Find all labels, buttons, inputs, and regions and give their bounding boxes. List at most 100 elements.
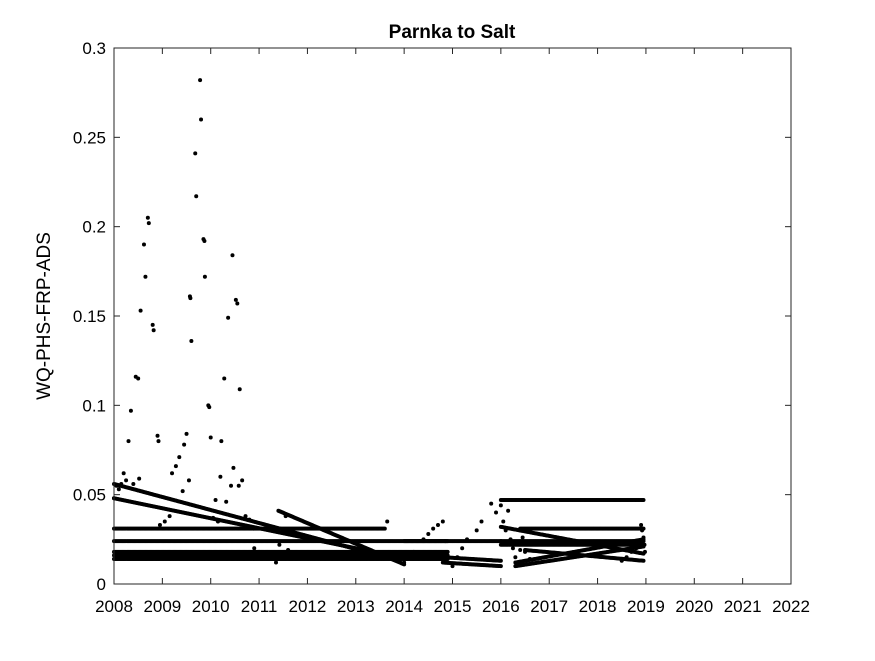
data-point [523,549,528,554]
data-point [233,297,238,302]
points-layer [112,78,647,569]
x-tick-label: 2008 [95,597,133,616]
data-point [498,564,503,569]
data-point [382,526,387,531]
y-tick-label: 0.3 [82,39,106,58]
data-point [126,439,131,444]
data-point [235,301,240,306]
data-point [515,560,520,565]
data-point [445,549,450,554]
data-point [641,535,646,540]
data-point [640,528,645,533]
data-point [224,499,229,504]
data-point [501,519,506,524]
y-axis-title: WQ-PHS-FRP-ADS [34,232,55,400]
data-point [460,546,465,551]
data-point [527,556,532,561]
plot-area [114,48,791,584]
data-point [213,498,218,503]
data-point [243,514,248,519]
data-point [506,508,511,513]
x-tick-label: 2014 [385,597,423,616]
x-tick-label: 2019 [627,597,665,616]
x-tick-label: 2022 [772,597,810,616]
data-point [277,542,282,547]
data-point [237,387,242,392]
data-point [455,555,460,560]
data-point [641,558,646,563]
y-tick-label: 0.05 [73,486,106,505]
x-tick-label: 2017 [530,597,568,616]
data-point [114,483,119,488]
data-point [157,523,162,528]
data-point [116,487,121,492]
data-point [236,483,241,488]
data-point [402,560,407,565]
data-point [642,549,647,554]
data-point [208,435,213,440]
y-ticks: 0 0.05 0.1 0.15 0.2 0.25 0.3 [73,39,791,594]
x-tick-label: 2018 [579,597,617,616]
data-point [199,117,204,122]
data-point [189,339,194,344]
data-point [520,535,525,540]
data-point [257,549,262,554]
data-point [155,433,160,438]
data-point [202,274,207,279]
data-point [443,539,448,544]
x-tick-label: 2021 [724,597,762,616]
data-point [624,555,629,560]
data-point [218,474,223,479]
data-point [450,564,455,569]
data-point [642,542,647,547]
data-point [128,408,133,413]
chart-title: Parnka to Salt [389,22,516,43]
x-ticks: 2008 2009 2010 2011 2012 2013 2014 2015 2016 2017… [95,48,810,616]
data-point [247,517,252,522]
data-point [240,478,245,483]
data-point [136,376,141,381]
x-tick-label: 2020 [675,597,713,616]
data-point [151,328,156,333]
data-point [137,476,142,481]
data-point [283,514,288,519]
data-point [121,471,126,476]
data-point [146,221,151,226]
x-tick-label: 2013 [337,597,375,616]
data-point [167,514,172,519]
data-point [435,523,440,528]
data-point [119,481,124,486]
y-tick-label: 0.2 [82,218,106,237]
data-point [431,526,436,531]
data-point [261,553,266,558]
x-tick-label: 2015 [434,597,472,616]
data-point [510,546,515,551]
data-point [252,546,257,551]
x-tick-label: 2010 [192,597,230,616]
data-point [150,322,155,327]
data-point [231,465,236,470]
data-point [503,528,508,533]
data-point [194,194,199,199]
data-point [207,405,212,410]
x-tick-label: 2011 [241,597,278,616]
data-point [474,528,479,533]
data-point [421,537,426,542]
data-point [518,548,523,553]
data-point [188,296,193,301]
data-point [222,376,227,381]
y-tick-label: 0.25 [73,128,106,147]
data-point [426,531,431,536]
data-point [184,431,189,436]
data-point [177,455,182,460]
data-point [219,439,224,444]
y-tick-label: 0.1 [82,396,106,415]
y-tick-label: 0 [97,575,106,594]
data-point [494,510,499,515]
x-tick-label: 2016 [482,597,520,616]
data-point [498,558,503,563]
data-point [226,315,231,320]
data-point [230,253,235,258]
